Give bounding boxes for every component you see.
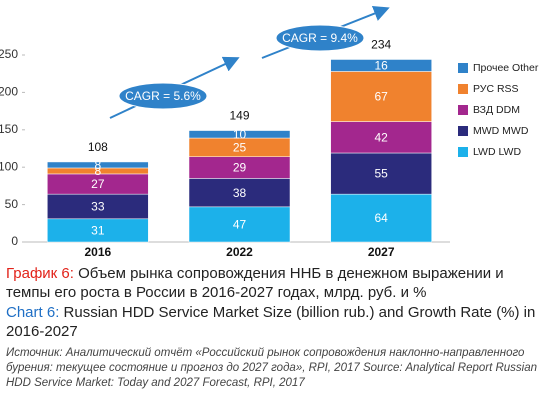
- caption-en: Chart 6: Russian HDD Service Market Size…: [6, 303, 546, 341]
- caption-label: Chart 6:: [6, 304, 60, 321]
- value-label: 8: [94, 164, 101, 178]
- caption-label: График 6:: [6, 265, 74, 282]
- total-label: 108: [88, 140, 108, 154]
- legend-label: ВЗД DDM: [473, 104, 520, 116]
- legend-swatch: [458, 105, 468, 115]
- legend-label: MWD MWD: [473, 125, 529, 137]
- value-label: 10: [233, 127, 247, 141]
- legend-swatch: [458, 147, 468, 157]
- bar-segment: [330, 152, 432, 195]
- value-label: 8: [94, 158, 101, 172]
- y-tick-label: 100: [0, 159, 18, 173]
- value-label: 64: [374, 211, 388, 225]
- bar-segment: [330, 71, 432, 122]
- y-tick-label: 0: [11, 234, 18, 248]
- legend-swatch: [458, 63, 468, 73]
- value-label: 29: [233, 161, 247, 175]
- legend-label: LWD LWD: [473, 146, 521, 158]
- value-label: 31: [91, 224, 105, 238]
- source: Источник: Аналитический отчёт «Российски…: [6, 347, 538, 389]
- value-label: 38: [233, 186, 247, 200]
- x-tick-label: 2022: [226, 245, 253, 259]
- value-label: 42: [374, 130, 388, 144]
- value-label: 27: [91, 177, 105, 191]
- bar-segment: [188, 178, 291, 208]
- y-tick-label: 50: [5, 197, 19, 211]
- value-label: 25: [233, 141, 247, 155]
- total-label: 234: [371, 38, 391, 52]
- cagr-label: CAGR = 5.6%: [125, 89, 201, 103]
- value-label: 55: [374, 167, 388, 181]
- bar-segment: [188, 130, 291, 139]
- caption-text: Russian HDD Service Market Size (billion…: [6, 304, 536, 340]
- legend-swatch: [458, 126, 468, 136]
- bar-segment: [47, 161, 149, 169]
- value-label: 33: [91, 200, 105, 214]
- y-tick-label: 200: [0, 85, 18, 99]
- total-label: 149: [229, 109, 249, 123]
- legend-label: РУС RSS: [473, 83, 519, 95]
- caption-ru: График 6: Объем рынка сопровождения ННБ …: [6, 264, 546, 302]
- cagr-label: CAGR = 9.4%: [282, 31, 358, 45]
- cagr-badge: [275, 24, 365, 52]
- caption-text: Объем рынка сопровождения ННБ в денежном…: [6, 265, 504, 301]
- legend-swatch: [458, 84, 468, 94]
- value-label: 47: [233, 218, 247, 232]
- y-tick-label: 250: [0, 47, 18, 61]
- bar-segment: [330, 193, 432, 243]
- x-tick-label: 2016: [84, 245, 111, 259]
- cagr-badge: [118, 82, 208, 110]
- bar-segment: [188, 206, 291, 243]
- legend-label: Прочее Other: [473, 62, 539, 74]
- chart: CAGR = 5.6% CAGR = 9.4% 0 50 100 150 200 250 3…: [0, 5, 539, 259]
- x-tick-label: 2027: [368, 245, 395, 259]
- value-label: 16: [374, 59, 388, 73]
- bar-segment: [330, 121, 432, 154]
- value-label: 67: [374, 90, 388, 104]
- bar-segment: [330, 59, 432, 72]
- y-tick-label: 150: [0, 122, 18, 136]
